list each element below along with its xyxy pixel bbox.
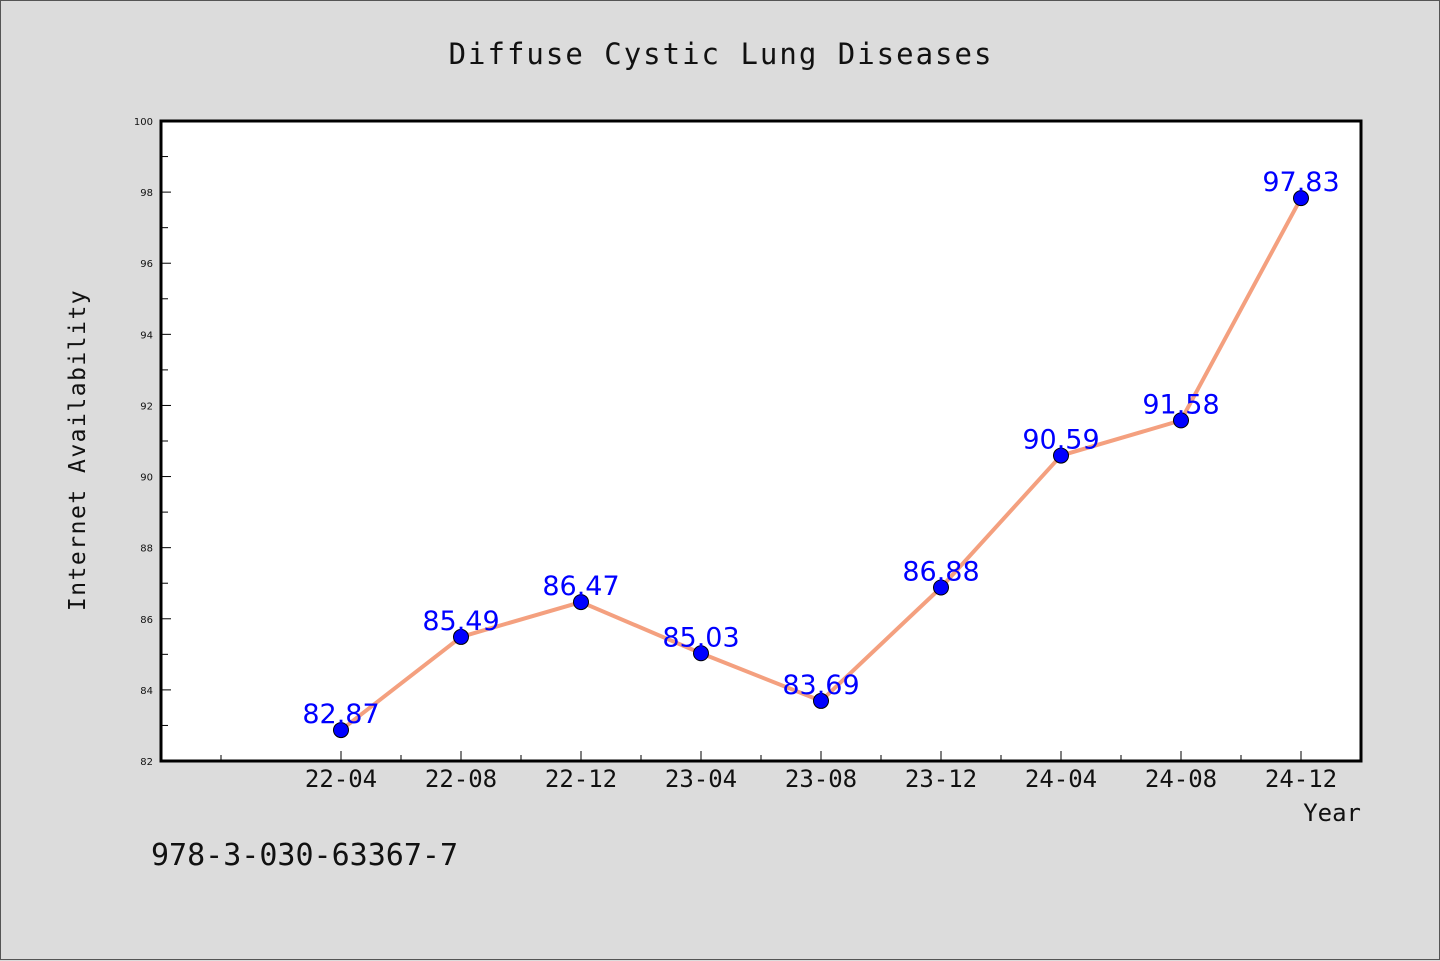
y-tick-label: 90 xyxy=(140,473,153,484)
footer-identifier: 978-3-030-63367-7 xyxy=(151,838,458,873)
data-point-marker xyxy=(1293,190,1309,207)
plot-area xyxy=(159,119,1363,763)
y-tick-label: 86 xyxy=(140,615,153,626)
y-axis-label: Internet Availability xyxy=(65,289,91,611)
y-tick-label: 94 xyxy=(140,330,153,341)
x-tick-label: 22-12 xyxy=(545,765,617,793)
y-tick-label: 98 xyxy=(140,188,153,199)
y-axis-ticks: 82 84 86 88 90 92 94 96 98 100 xyxy=(134,117,171,768)
data-point-marker xyxy=(813,692,829,709)
y-tick-label: 84 xyxy=(140,686,153,697)
data-label: 90.59 xyxy=(1022,425,1099,456)
x-tick-label: 22-04 xyxy=(305,765,377,793)
x-tick-label: 23-12 xyxy=(905,765,977,793)
data-point-marker xyxy=(693,645,709,662)
x-tick-label: 24-12 xyxy=(1265,765,1337,793)
data-point-marker xyxy=(1173,412,1189,429)
data-label: 82.87 xyxy=(302,699,379,730)
x-tick-label: 24-08 xyxy=(1145,765,1217,793)
data-label: 97.83 xyxy=(1262,167,1339,198)
chart-title: Diffuse Cystic Lung Diseases xyxy=(449,37,994,71)
x-tick-label: 23-04 xyxy=(665,765,737,793)
data-point-marker xyxy=(573,594,589,611)
data-label: 86.88 xyxy=(902,556,979,587)
x-axis-label: Year xyxy=(1303,799,1361,827)
y-tick-label: 88 xyxy=(140,544,153,555)
x-tick-label: 24-04 xyxy=(1025,765,1097,793)
data-point-marker xyxy=(1053,447,1069,464)
data-point-marker xyxy=(933,579,949,596)
x-axis-ticks: 22-04 22-08 22-12 23-04 23-08 23-12 24-04 24-08… xyxy=(220,751,1337,793)
series-layer: 82.87 85.49 86.47 85.03 83.69 86.88 90.59 91.58… xyxy=(302,167,1340,739)
data-point-marker xyxy=(453,628,469,645)
x-tick-label: 23-08 xyxy=(785,765,857,793)
data-point-marker xyxy=(333,722,349,739)
data-label: 83.69 xyxy=(782,670,859,701)
x-tick-label: 22-08 xyxy=(425,765,497,793)
data-label: 85.03 xyxy=(662,622,739,653)
y-tick-label: 92 xyxy=(140,401,153,412)
y-tick-label: 82 xyxy=(140,757,153,768)
data-label: 85.49 xyxy=(422,606,499,637)
y-tick-label: 100 xyxy=(134,117,153,128)
data-label: 86.47 xyxy=(542,571,619,602)
y-tick-label: 96 xyxy=(140,259,153,270)
data-label: 91.58 xyxy=(1142,389,1219,420)
